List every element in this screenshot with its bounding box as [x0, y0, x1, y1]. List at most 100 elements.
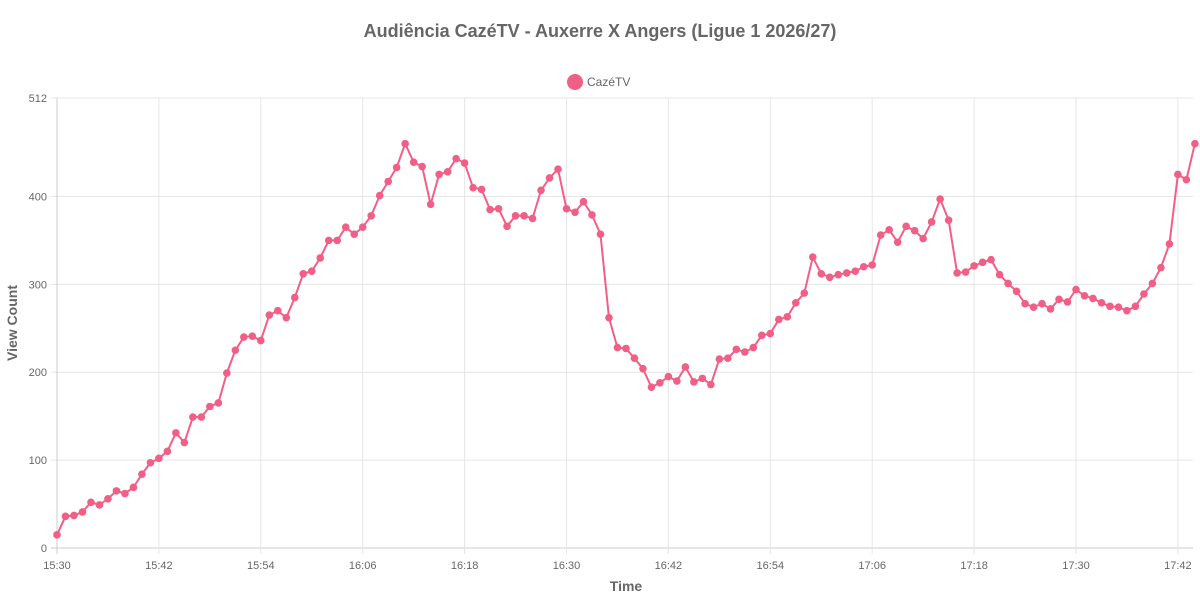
data-point[interactable]	[647, 383, 656, 391]
data-point[interactable]	[944, 216, 953, 224]
data-point[interactable]	[231, 346, 240, 355]
data-point[interactable]	[401, 139, 409, 148]
data-point[interactable]	[554, 165, 562, 173]
data-point[interactable]	[758, 331, 766, 340]
data-point[interactable]	[1165, 240, 1174, 248]
data-point[interactable]	[452, 154, 460, 163]
data-point[interactable]	[138, 470, 146, 478]
data-point[interactable]	[715, 355, 724, 363]
data-point[interactable]	[579, 197, 588, 206]
data-point[interactable]	[1072, 285, 1080, 294]
data-point[interactable]	[1123, 306, 1131, 315]
data-point[interactable]	[494, 204, 503, 213]
data-point[interactable]	[163, 447, 172, 456]
data-point[interactable]	[681, 363, 690, 371]
data-point[interactable]	[1106, 302, 1114, 311]
data-point[interactable]	[791, 298, 800, 307]
data-point[interactable]	[605, 313, 613, 322]
data-point[interactable]	[333, 236, 342, 245]
data-point[interactable]	[1182, 175, 1191, 184]
data-point[interactable]	[851, 267, 860, 275]
data-point[interactable]	[927, 218, 936, 226]
data-point[interactable]	[375, 191, 384, 200]
data-point[interactable]	[180, 438, 189, 447]
data-point[interactable]	[902, 222, 910, 231]
data-point[interactable]	[936, 195, 944, 203]
data-point[interactable]	[290, 293, 299, 302]
data-point[interactable]	[1012, 287, 1021, 296]
data-point[interactable]	[240, 333, 248, 341]
data-point[interactable]	[307, 267, 316, 275]
data-point[interactable]	[707, 380, 715, 389]
data-point[interactable]	[545, 174, 554, 182]
data-point[interactable]	[1021, 299, 1029, 308]
data-point[interactable]	[953, 269, 961, 277]
data-point[interactable]	[189, 413, 197, 421]
data-point[interactable]	[766, 329, 775, 338]
data-point[interactable]	[774, 315, 783, 324]
legend[interactable]: CazéTV	[567, 74, 630, 90]
data-point[interactable]	[121, 489, 129, 498]
data-point[interactable]	[1157, 263, 1165, 272]
data-point[interactable]	[392, 163, 401, 172]
data-point[interactable]	[503, 222, 511, 231]
data-point[interactable]	[460, 159, 469, 167]
data-point[interactable]	[443, 168, 452, 176]
data-point[interactable]	[1004, 279, 1012, 288]
data-point[interactable]	[876, 231, 885, 239]
data-point[interactable]	[223, 369, 231, 377]
data-point[interactable]	[1055, 295, 1063, 304]
data-point[interactable]	[155, 454, 163, 463]
data-point[interactable]	[511, 211, 520, 220]
data-point[interactable]	[248, 332, 257, 340]
data-point[interactable]	[409, 158, 418, 166]
data-point[interactable]	[562, 204, 571, 213]
data-point[interactable]	[664, 372, 673, 381]
data-point[interactable]	[842, 269, 851, 277]
data-point[interactable]	[817, 269, 826, 278]
data-point[interactable]	[273, 306, 282, 315]
data-point[interactable]	[893, 238, 902, 246]
data-point[interactable]	[656, 378, 664, 387]
data-point[interactable]	[698, 374, 707, 383]
data-point[interactable]	[995, 270, 1004, 279]
data-point[interactable]	[1140, 290, 1148, 298]
data-point[interactable]	[1097, 298, 1106, 307]
data-point[interactable]	[282, 313, 291, 322]
data-point[interactable]	[477, 185, 486, 194]
data-point[interactable]	[95, 501, 104, 509]
data-point[interactable]	[435, 170, 443, 179]
data-point[interactable]	[87, 498, 95, 507]
data-point[interactable]	[919, 234, 927, 243]
data-point[interactable]	[1114, 303, 1123, 311]
data-point[interactable]	[970, 262, 978, 270]
data-point[interactable]	[1046, 305, 1055, 313]
data-point[interactable]	[978, 258, 987, 267]
data-point[interactable]	[129, 483, 138, 492]
data-point[interactable]	[783, 313, 792, 321]
data-point[interactable]	[70, 511, 78, 520]
data-point[interactable]	[1038, 299, 1046, 308]
data-point[interactable]	[537, 186, 545, 195]
data-point[interactable]	[197, 413, 206, 421]
data-point[interactable]	[112, 487, 121, 495]
data-point[interactable]	[172, 429, 180, 437]
data-point[interactable]	[1148, 279, 1157, 288]
data-point[interactable]	[299, 269, 308, 278]
data-point[interactable]	[639, 364, 647, 373]
data-point[interactable]	[146, 458, 155, 467]
data-point[interactable]	[741, 348, 749, 356]
data-point[interactable]	[1174, 170, 1182, 179]
data-point[interactable]	[808, 253, 817, 261]
data-point[interactable]	[104, 494, 112, 503]
data-point[interactable]	[316, 254, 325, 262]
data-point[interactable]	[1063, 298, 1072, 306]
data-point[interactable]	[885, 226, 893, 234]
data-point[interactable]	[1029, 303, 1038, 311]
data-point[interactable]	[749, 343, 758, 352]
data-point[interactable]	[257, 336, 265, 345]
data-point[interactable]	[800, 289, 809, 297]
data-point[interactable]	[486, 205, 494, 214]
data-point[interactable]	[384, 177, 392, 186]
data-point[interactable]	[206, 402, 214, 411]
